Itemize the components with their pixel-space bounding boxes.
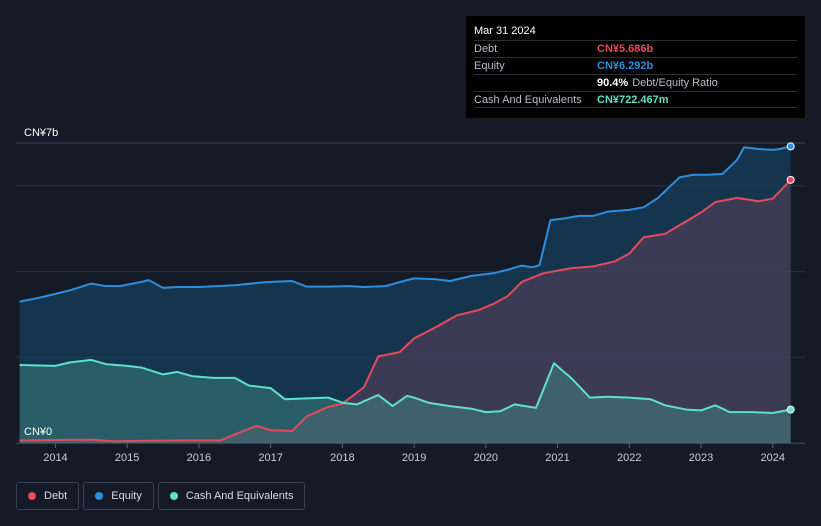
endpoint-cash-and-equivalents (786, 405, 795, 414)
series-areas (19, 146, 791, 443)
x-tick-label: 2020 (474, 452, 498, 464)
x-tick-label: 2014 (43, 452, 67, 464)
line-debt (19, 179, 792, 443)
x-tick-label: 2023 (689, 452, 713, 464)
series-lines (19, 145, 792, 443)
tooltip-label: Cash And Equivalents (474, 93, 582, 106)
x-tick-label: 2018 (330, 452, 354, 464)
tooltip-row-debt: Debt CN¥5.686b (474, 40, 797, 57)
tooltip-row-ratio: 90.4% Debt/Equity Ratio (474, 74, 797, 91)
legend-label: Equity (111, 490, 142, 502)
area-equity (19, 146, 791, 443)
legend-item-equity[interactable]: Equity (83, 482, 154, 510)
y-axis-label-bottom: CN¥0 (24, 426, 52, 438)
x-axis: 2014 2015 2016 2017 2018 2019 2020 2021 2022 2023… (16, 443, 805, 464)
x-tick-label: 2024 (760, 452, 784, 464)
legend-dot-icon (169, 492, 178, 500)
tooltip-date: Mar 31 2024 (474, 25, 536, 37)
legend-item-debt[interactable]: Debt (16, 482, 80, 510)
endpoint-equity (786, 142, 795, 151)
line-cash-and-equivalents (19, 358, 791, 414)
legend-dot-icon (28, 492, 36, 500)
tooltip-value-ratio: 90.4% (597, 77, 629, 89)
legend-label: Cash And Equivalents (185, 490, 294, 502)
tooltip-value-cash: CN¥722.467m (597, 93, 669, 106)
legend-label: Debt (44, 490, 68, 502)
chart-legend: Debt Equity Cash And Equivalents (16, 482, 309, 510)
line-equity (19, 145, 791, 303)
tooltip-value-equity: CN¥6.292b (597, 60, 654, 72)
x-tick-label: 2016 (187, 452, 211, 464)
tooltip-label: Equity (474, 60, 505, 72)
area-cash-and-equivalents (19, 359, 791, 443)
tooltip-label: Debt (474, 43, 498, 55)
area-debt (19, 179, 791, 443)
x-tick-label: 2021 (545, 452, 569, 464)
tooltip-row-equity: Equity CN¥6.292b (474, 57, 797, 74)
x-tick-label: 2019 (402, 452, 426, 464)
x-tick-label: 2022 (617, 452, 641, 464)
series-endpoints (786, 142, 795, 414)
data-tooltip: Mar 31 2024 Debt CN¥5.686b Equity CN¥6.2… (466, 16, 805, 118)
tooltip-value-debt: CN¥5.686b (597, 43, 654, 55)
x-tick-label: 2017 (258, 452, 282, 464)
tooltip-ratio-caption: Debt/Equity Ratio (632, 77, 718, 89)
tooltip-row-cash: Cash And Equivalents CN¥722.467m (474, 91, 797, 108)
legend-item-cash[interactable]: Cash And Equivalents (157, 482, 306, 510)
x-tick-label: 2015 (115, 452, 139, 464)
endpoint-debt (786, 175, 795, 184)
legend-dot-icon (95, 492, 104, 500)
y-axis-label-top: CN¥7b (24, 127, 58, 139)
